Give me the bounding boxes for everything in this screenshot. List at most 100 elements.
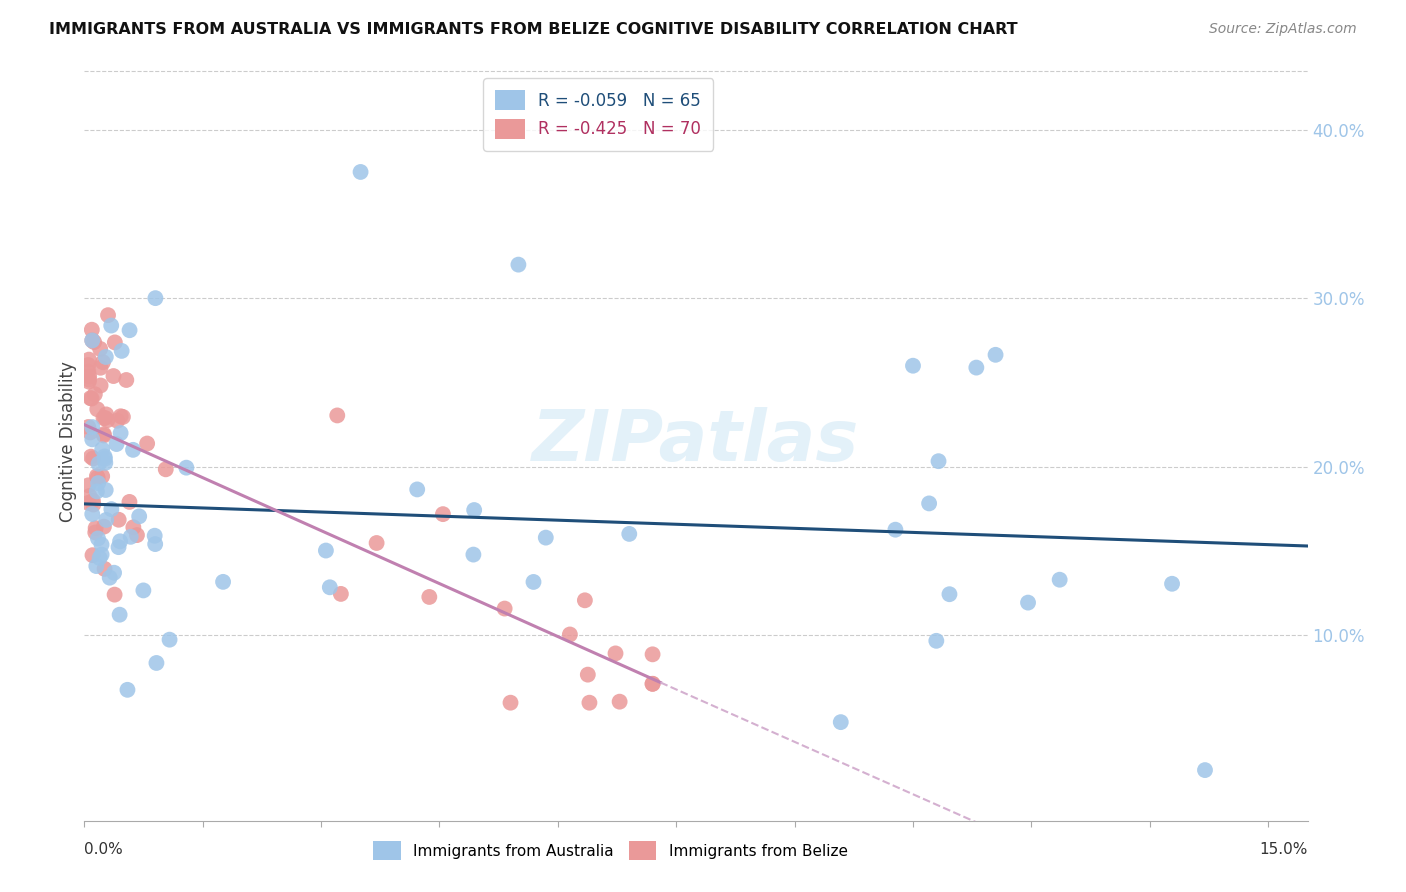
Point: [77, 369, 100, 384]
Point: [91, 355, 114, 369]
Point: [82, 451, 104, 466]
Text: IMMIGRANTS FROM AUSTRALIA VS IMMIGRANTS FROM BELIZE COGNITIVE DISABILITY CORRELA: IMMIGRANTS FROM AUSTRALIA VS IMMIGRANTS …: [49, 22, 1018, 37]
Point: [984, 348, 1007, 362]
Point: [125, 528, 148, 542]
Point: [463, 548, 485, 562]
Point: [111, 409, 134, 424]
Point: [96, 413, 118, 427]
Point: [100, 502, 122, 516]
Point: [1017, 596, 1039, 610]
Point: [925, 633, 948, 648]
Point: [117, 682, 139, 697]
Point: [93, 428, 115, 442]
Point: [212, 574, 235, 589]
Point: [558, 627, 581, 641]
Point: [619, 527, 641, 541]
Point: [82, 548, 104, 562]
Point: [830, 715, 852, 730]
Point: [104, 588, 127, 602]
Point: [122, 520, 145, 534]
Point: [94, 483, 117, 497]
Point: [77, 358, 100, 372]
Legend: Immigrants from Australia, Immigrants from Belize: Immigrants from Australia, Immigrants fr…: [367, 835, 853, 866]
Point: [79, 489, 101, 503]
Text: 0.0%: 0.0%: [84, 842, 124, 857]
Point: [105, 414, 128, 428]
Point: [605, 647, 627, 661]
Point: [87, 457, 110, 471]
Point: [641, 648, 664, 662]
Point: [94, 408, 117, 422]
Point: [145, 291, 167, 305]
Point: [136, 436, 159, 450]
Point: [90, 378, 112, 392]
Point: [1049, 573, 1071, 587]
Point: [90, 538, 112, 552]
Point: [432, 507, 454, 521]
Point: [132, 583, 155, 598]
Point: [576, 667, 599, 681]
Point: [89, 551, 111, 566]
Text: ZIPatlas: ZIPatlas: [533, 407, 859, 476]
Point: [91, 442, 114, 457]
Point: [82, 334, 104, 348]
Point: [83, 387, 105, 401]
Point: [159, 632, 181, 647]
Point: [108, 534, 131, 549]
Point: [494, 601, 516, 615]
Point: [97, 308, 120, 322]
Point: [1194, 763, 1216, 777]
Point: [534, 531, 557, 545]
Point: [94, 451, 117, 466]
Point: [93, 427, 115, 442]
Point: [94, 411, 117, 425]
Point: [83, 335, 105, 350]
Point: [578, 696, 600, 710]
Point: [155, 462, 177, 476]
Point: [82, 498, 104, 512]
Point: [105, 437, 128, 451]
Point: [100, 318, 122, 333]
Point: [609, 695, 631, 709]
Point: [111, 343, 134, 358]
Point: [145, 656, 167, 670]
Point: [574, 593, 596, 607]
Point: [87, 476, 110, 491]
Y-axis label: Cognitive Disability: Cognitive Disability: [59, 361, 77, 522]
Point: [77, 375, 100, 389]
Point: [82, 420, 104, 434]
Point: [104, 335, 127, 350]
Point: [107, 540, 129, 554]
Point: [315, 543, 337, 558]
Point: [82, 493, 104, 508]
Point: [329, 587, 352, 601]
Point: [508, 258, 530, 272]
Point: [77, 478, 100, 492]
Point: [86, 484, 108, 499]
Point: [103, 566, 125, 580]
Point: [143, 537, 166, 551]
Point: [77, 352, 100, 367]
Point: [93, 411, 115, 425]
Point: [319, 580, 342, 594]
Text: Source: ZipAtlas.com: Source: ZipAtlas.com: [1209, 22, 1357, 37]
Point: [86, 559, 108, 574]
Point: [326, 409, 349, 423]
Point: [86, 469, 108, 483]
Point: [118, 495, 141, 509]
Point: [499, 696, 522, 710]
Point: [522, 574, 544, 589]
Point: [641, 677, 664, 691]
Point: [118, 323, 141, 337]
Point: [110, 409, 132, 424]
Point: [98, 571, 121, 585]
Point: [928, 454, 950, 468]
Point: [80, 392, 103, 406]
Point: [82, 334, 104, 348]
Point: [110, 425, 132, 440]
Point: [884, 523, 907, 537]
Point: [84, 525, 107, 540]
Point: [120, 530, 142, 544]
Point: [80, 323, 103, 337]
Point: [77, 420, 100, 434]
